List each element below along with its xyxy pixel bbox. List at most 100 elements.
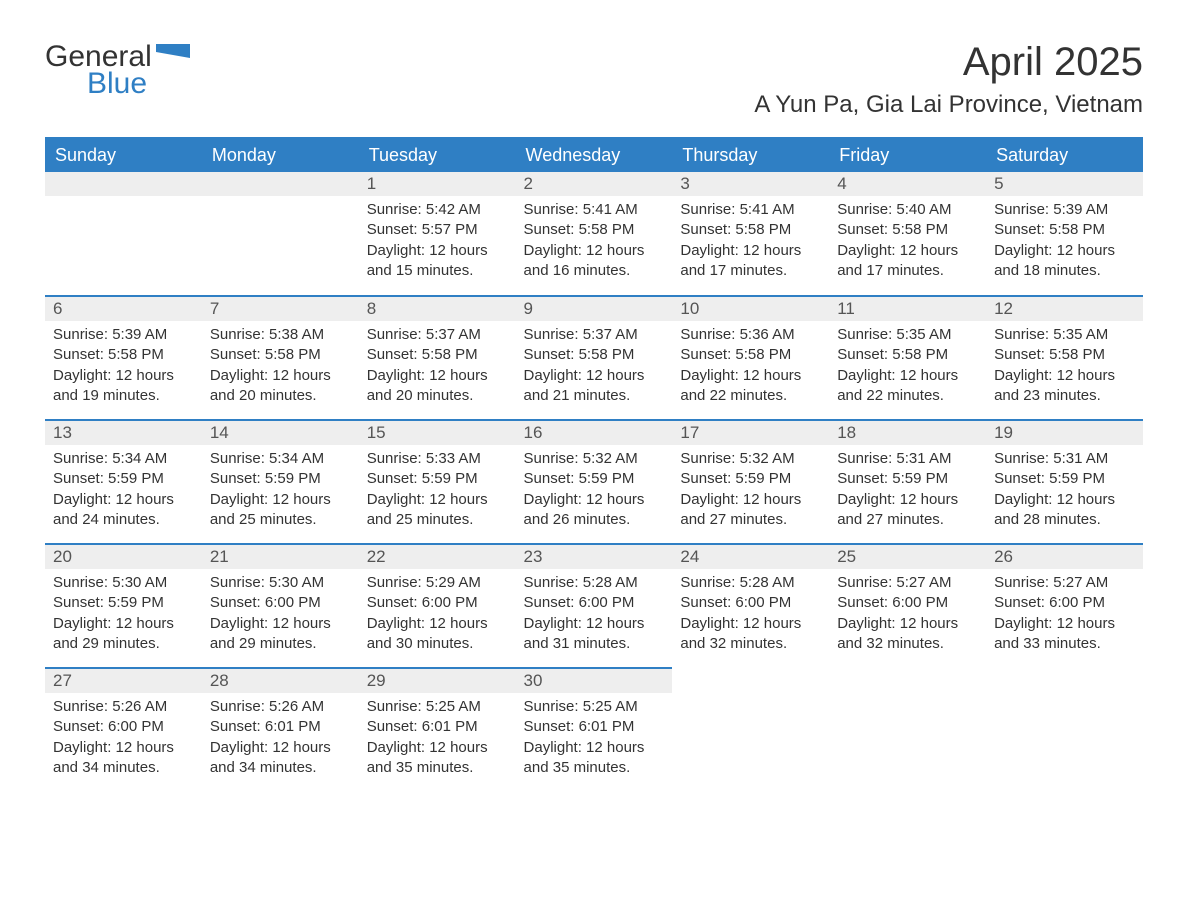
day-number: 4 [829,172,986,196]
calendar-cell: 25Sunrise: 5:27 AM Sunset: 6:00 PM Dayli… [829,544,986,668]
calendar-cell [45,172,202,296]
day-content: Sunrise: 5:27 AM Sunset: 6:00 PM Dayligh… [986,569,1143,664]
day-content: Sunrise: 5:36 AM Sunset: 5:58 PM Dayligh… [672,321,829,416]
day-number [202,172,359,196]
calendar-cell: 26Sunrise: 5:27 AM Sunset: 6:00 PM Dayli… [986,544,1143,668]
day-content: Sunrise: 5:28 AM Sunset: 6:00 PM Dayligh… [672,569,829,664]
day-number: 26 [986,545,1143,569]
day-number: 18 [829,421,986,445]
calendar-row: 13Sunrise: 5:34 AM Sunset: 5:59 PM Dayli… [45,420,1143,544]
calendar-cell: 23Sunrise: 5:28 AM Sunset: 6:00 PM Dayli… [516,544,673,668]
weekday-header-row: Sunday Monday Tuesday Wednesday Thursday… [45,138,1143,172]
calendar-cell: 12Sunrise: 5:35 AM Sunset: 5:58 PM Dayli… [986,296,1143,420]
day-content: Sunrise: 5:29 AM Sunset: 6:00 PM Dayligh… [359,569,516,664]
calendar-cell: 24Sunrise: 5:28 AM Sunset: 6:00 PM Dayli… [672,544,829,668]
calendar-cell: 10Sunrise: 5:36 AM Sunset: 5:58 PM Dayli… [672,296,829,420]
day-content: Sunrise: 5:42 AM Sunset: 5:57 PM Dayligh… [359,196,516,291]
day-number: 2 [516,172,673,196]
month-title: April 2025 [754,40,1143,85]
day-content: Sunrise: 5:34 AM Sunset: 5:59 PM Dayligh… [45,445,202,540]
day-number: 8 [359,297,516,321]
day-number: 24 [672,545,829,569]
day-content: Sunrise: 5:34 AM Sunset: 5:59 PM Dayligh… [202,445,359,540]
calendar-row: 27Sunrise: 5:26 AM Sunset: 6:00 PM Dayli… [45,668,1143,792]
day-number: 23 [516,545,673,569]
calendar-cell: 14Sunrise: 5:34 AM Sunset: 5:59 PM Dayli… [202,420,359,544]
day-content: Sunrise: 5:31 AM Sunset: 5:59 PM Dayligh… [986,445,1143,540]
day-number: 30 [516,669,673,693]
day-number: 10 [672,297,829,321]
location: A Yun Pa, Gia Lai Province, Vietnam [754,91,1143,119]
calendar-cell: 3Sunrise: 5:41 AM Sunset: 5:58 PM Daylig… [672,172,829,296]
day-content: Sunrise: 5:32 AM Sunset: 5:59 PM Dayligh… [516,445,673,540]
day-content: Sunrise: 5:41 AM Sunset: 5:58 PM Dayligh… [672,196,829,291]
calendar-cell: 4Sunrise: 5:40 AM Sunset: 5:58 PM Daylig… [829,172,986,296]
day-number [45,172,202,196]
day-content: Sunrise: 5:41 AM Sunset: 5:58 PM Dayligh… [516,196,673,291]
day-content: Sunrise: 5:26 AM Sunset: 6:00 PM Dayligh… [45,693,202,788]
weekday-header: Friday [829,138,986,172]
day-content: Sunrise: 5:35 AM Sunset: 5:58 PM Dayligh… [986,321,1143,416]
calendar-cell [986,668,1143,792]
calendar-cell: 5Sunrise: 5:39 AM Sunset: 5:58 PM Daylig… [986,172,1143,296]
calendar-cell: 20Sunrise: 5:30 AM Sunset: 5:59 PM Dayli… [45,544,202,668]
day-content: Sunrise: 5:35 AM Sunset: 5:58 PM Dayligh… [829,321,986,416]
day-number: 5 [986,172,1143,196]
calendar-cell: 17Sunrise: 5:32 AM Sunset: 5:59 PM Dayli… [672,420,829,544]
day-number: 13 [45,421,202,445]
calendar-row: 1Sunrise: 5:42 AM Sunset: 5:57 PM Daylig… [45,172,1143,296]
day-content: Sunrise: 5:31 AM Sunset: 5:59 PM Dayligh… [829,445,986,540]
calendar-cell [202,172,359,296]
day-number: 6 [45,297,202,321]
day-number: 16 [516,421,673,445]
calendar-cell: 9Sunrise: 5:37 AM Sunset: 5:58 PM Daylig… [516,296,673,420]
day-content: Sunrise: 5:33 AM Sunset: 5:59 PM Dayligh… [359,445,516,540]
calendar-cell [829,668,986,792]
day-content: Sunrise: 5:28 AM Sunset: 6:00 PM Dayligh… [516,569,673,664]
day-number: 25 [829,545,986,569]
day-content: Sunrise: 5:39 AM Sunset: 5:58 PM Dayligh… [45,321,202,416]
day-content: Sunrise: 5:30 AM Sunset: 6:00 PM Dayligh… [202,569,359,664]
calendar-table: Sunday Monday Tuesday Wednesday Thursday… [45,137,1143,792]
calendar-row: 20Sunrise: 5:30 AM Sunset: 5:59 PM Dayli… [45,544,1143,668]
calendar-cell: 13Sunrise: 5:34 AM Sunset: 5:59 PM Dayli… [45,420,202,544]
weekday-header: Saturday [986,138,1143,172]
day-content: Sunrise: 5:25 AM Sunset: 6:01 PM Dayligh… [516,693,673,788]
calendar-cell: 16Sunrise: 5:32 AM Sunset: 5:59 PM Dayli… [516,420,673,544]
day-number: 29 [359,669,516,693]
calendar-cell: 18Sunrise: 5:31 AM Sunset: 5:59 PM Dayli… [829,420,986,544]
header: General Blue April 2025 A Yun Pa, Gia La… [45,40,1143,129]
day-number: 1 [359,172,516,196]
day-content: Sunrise: 5:27 AM Sunset: 6:00 PM Dayligh… [829,569,986,664]
calendar-cell: 30Sunrise: 5:25 AM Sunset: 6:01 PM Dayli… [516,668,673,792]
calendar-cell: 22Sunrise: 5:29 AM Sunset: 6:00 PM Dayli… [359,544,516,668]
day-content: Sunrise: 5:30 AM Sunset: 5:59 PM Dayligh… [45,569,202,664]
day-number: 7 [202,297,359,321]
calendar-cell: 8Sunrise: 5:37 AM Sunset: 5:58 PM Daylig… [359,296,516,420]
weekday-header: Thursday [672,138,829,172]
day-number: 9 [516,297,673,321]
day-content: Sunrise: 5:37 AM Sunset: 5:58 PM Dayligh… [359,321,516,416]
calendar-cell: 1Sunrise: 5:42 AM Sunset: 5:57 PM Daylig… [359,172,516,296]
day-number: 22 [359,545,516,569]
calendar-cell: 2Sunrise: 5:41 AM Sunset: 5:58 PM Daylig… [516,172,673,296]
day-number: 20 [45,545,202,569]
calendar-cell: 11Sunrise: 5:35 AM Sunset: 5:58 PM Dayli… [829,296,986,420]
calendar-cell: 28Sunrise: 5:26 AM Sunset: 6:01 PM Dayli… [202,668,359,792]
day-number: 28 [202,669,359,693]
logo: General Blue [45,40,190,100]
day-number: 21 [202,545,359,569]
calendar-cell: 27Sunrise: 5:26 AM Sunset: 6:00 PM Dayli… [45,668,202,792]
weekday-header: Sunday [45,138,202,172]
calendar-cell: 29Sunrise: 5:25 AM Sunset: 6:01 PM Dayli… [359,668,516,792]
day-number: 3 [672,172,829,196]
day-number: 15 [359,421,516,445]
day-content: Sunrise: 5:26 AM Sunset: 6:01 PM Dayligh… [202,693,359,788]
day-content: Sunrise: 5:38 AM Sunset: 5:58 PM Dayligh… [202,321,359,416]
calendar-cell: 6Sunrise: 5:39 AM Sunset: 5:58 PM Daylig… [45,296,202,420]
weekday-header: Wednesday [516,138,673,172]
day-number: 27 [45,669,202,693]
day-number: 19 [986,421,1143,445]
calendar-row: 6Sunrise: 5:39 AM Sunset: 5:58 PM Daylig… [45,296,1143,420]
day-content: Sunrise: 5:25 AM Sunset: 6:01 PM Dayligh… [359,693,516,788]
